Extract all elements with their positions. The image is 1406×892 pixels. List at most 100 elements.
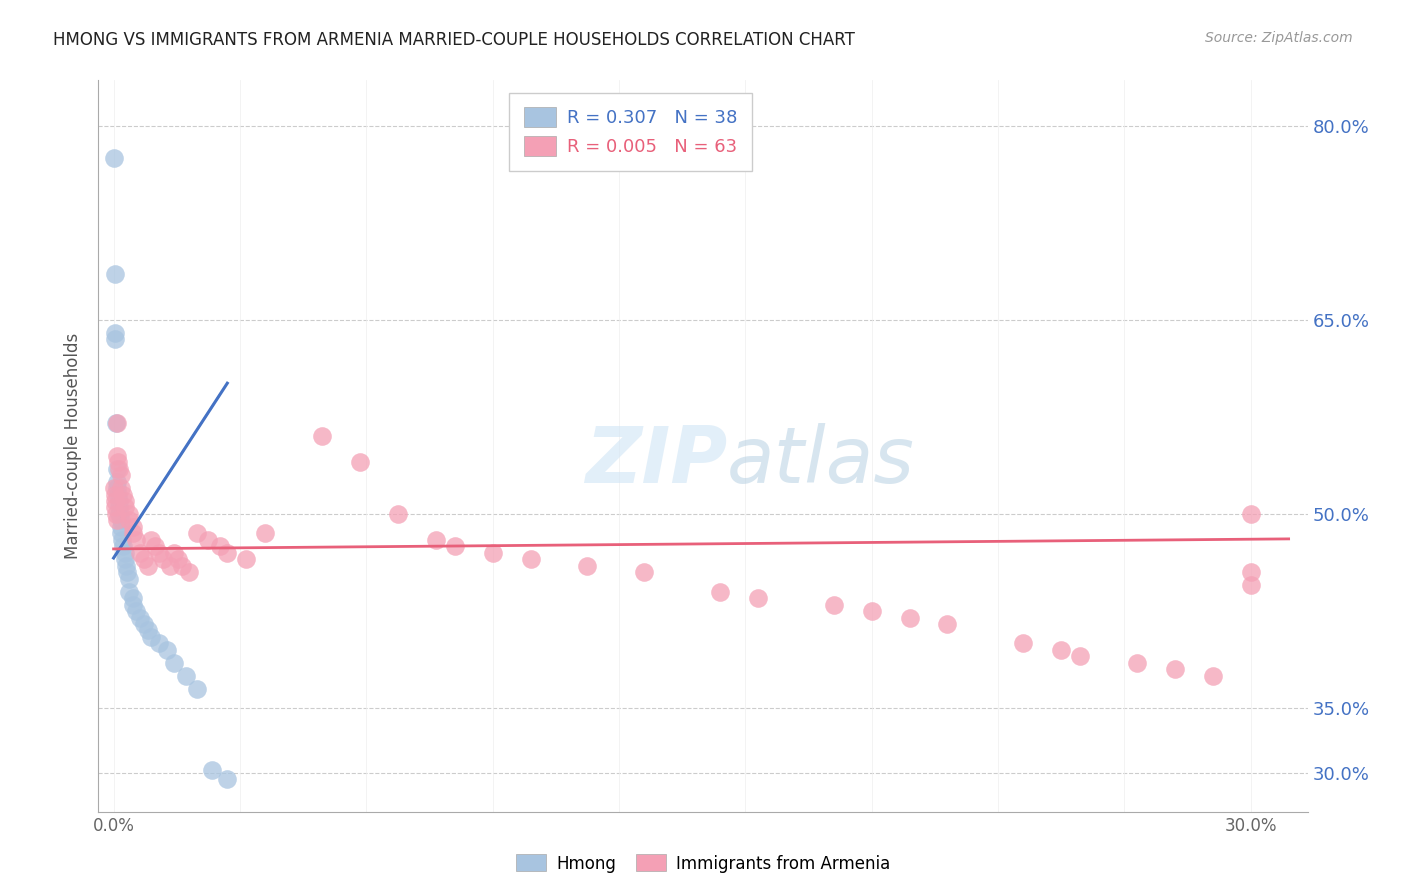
Point bbox=[201, 764, 224, 778]
Point bbox=[104, 487, 127, 501]
Point bbox=[174, 669, 197, 683]
Point bbox=[141, 533, 163, 547]
Point bbox=[425, 533, 447, 547]
Legend: Hmong, Immigrants from Armenia: Hmong, Immigrants from Armenia bbox=[509, 847, 897, 880]
Point bbox=[132, 617, 155, 632]
Text: Source: ZipAtlas.com: Source: ZipAtlas.com bbox=[1205, 31, 1353, 45]
Point bbox=[633, 566, 655, 580]
Point bbox=[1050, 643, 1073, 657]
Point bbox=[104, 332, 127, 346]
Point bbox=[186, 681, 208, 696]
Point bbox=[105, 475, 128, 489]
Point bbox=[114, 500, 136, 515]
Point bbox=[108, 461, 131, 475]
Point bbox=[104, 494, 127, 508]
Point bbox=[159, 558, 181, 573]
Point bbox=[1069, 649, 1091, 664]
Point bbox=[105, 481, 128, 495]
Point bbox=[254, 526, 277, 541]
Point bbox=[823, 598, 845, 612]
Point bbox=[108, 507, 131, 521]
Point bbox=[104, 268, 127, 282]
Point bbox=[143, 539, 166, 553]
Point bbox=[104, 507, 127, 521]
Point bbox=[107, 455, 129, 469]
Point bbox=[107, 487, 129, 501]
Point bbox=[110, 513, 132, 527]
Point bbox=[105, 417, 128, 431]
Point bbox=[1012, 636, 1035, 650]
Point bbox=[115, 566, 138, 580]
Point bbox=[349, 455, 371, 469]
Point bbox=[186, 526, 208, 541]
Point bbox=[1202, 669, 1225, 683]
Point bbox=[105, 513, 128, 527]
Point bbox=[104, 326, 127, 340]
Point bbox=[148, 546, 170, 560]
Point bbox=[747, 591, 769, 606]
Point bbox=[1240, 566, 1263, 580]
Point bbox=[163, 546, 186, 560]
Point bbox=[519, 552, 541, 566]
Point bbox=[108, 500, 131, 515]
Point bbox=[129, 610, 152, 624]
Point bbox=[148, 636, 170, 650]
Point bbox=[898, 610, 921, 624]
Point bbox=[197, 533, 219, 547]
Point bbox=[118, 507, 141, 521]
Point bbox=[112, 539, 135, 553]
Point bbox=[121, 591, 143, 606]
Point bbox=[217, 772, 239, 787]
Point bbox=[235, 552, 257, 566]
Point bbox=[107, 494, 129, 508]
Point bbox=[114, 558, 136, 573]
Point bbox=[110, 468, 132, 483]
Point bbox=[110, 520, 132, 534]
Point bbox=[129, 546, 152, 560]
Point bbox=[104, 500, 127, 515]
Point bbox=[1240, 578, 1263, 592]
Point bbox=[118, 513, 141, 527]
Point bbox=[443, 539, 465, 553]
Point bbox=[110, 481, 132, 495]
Point bbox=[156, 643, 179, 657]
Point bbox=[121, 520, 143, 534]
Point bbox=[118, 572, 141, 586]
Point bbox=[136, 624, 159, 638]
Point bbox=[105, 417, 128, 431]
Point bbox=[387, 507, 409, 521]
Point bbox=[141, 630, 163, 644]
Point bbox=[121, 598, 143, 612]
Point bbox=[217, 546, 239, 560]
Point bbox=[105, 461, 128, 475]
Point bbox=[114, 552, 136, 566]
Point bbox=[114, 494, 136, 508]
Point bbox=[860, 604, 883, 618]
Point bbox=[125, 533, 148, 547]
Point bbox=[114, 546, 136, 560]
Point bbox=[167, 552, 190, 566]
Point bbox=[179, 566, 201, 580]
Point bbox=[311, 429, 333, 443]
Point bbox=[1240, 507, 1263, 521]
Point bbox=[481, 546, 503, 560]
Point bbox=[152, 552, 174, 566]
Point bbox=[103, 481, 125, 495]
Point bbox=[936, 617, 959, 632]
Point bbox=[709, 584, 731, 599]
Point bbox=[111, 533, 134, 547]
Point bbox=[1126, 656, 1149, 670]
Point bbox=[125, 604, 148, 618]
Point bbox=[170, 558, 193, 573]
Point bbox=[110, 526, 132, 541]
Point bbox=[1164, 662, 1187, 676]
Point bbox=[136, 558, 159, 573]
Y-axis label: Married-couple Households: Married-couple Households bbox=[65, 333, 83, 559]
Text: atlas: atlas bbox=[727, 423, 915, 499]
Text: ZIP: ZIP bbox=[585, 423, 727, 499]
Text: HMONG VS IMMIGRANTS FROM ARMENIA MARRIED-COUPLE HOUSEHOLDS CORRELATION CHART: HMONG VS IMMIGRANTS FROM ARMENIA MARRIED… bbox=[53, 31, 855, 49]
Point bbox=[132, 552, 155, 566]
Point bbox=[112, 487, 135, 501]
Point bbox=[576, 558, 599, 573]
Point bbox=[108, 507, 131, 521]
